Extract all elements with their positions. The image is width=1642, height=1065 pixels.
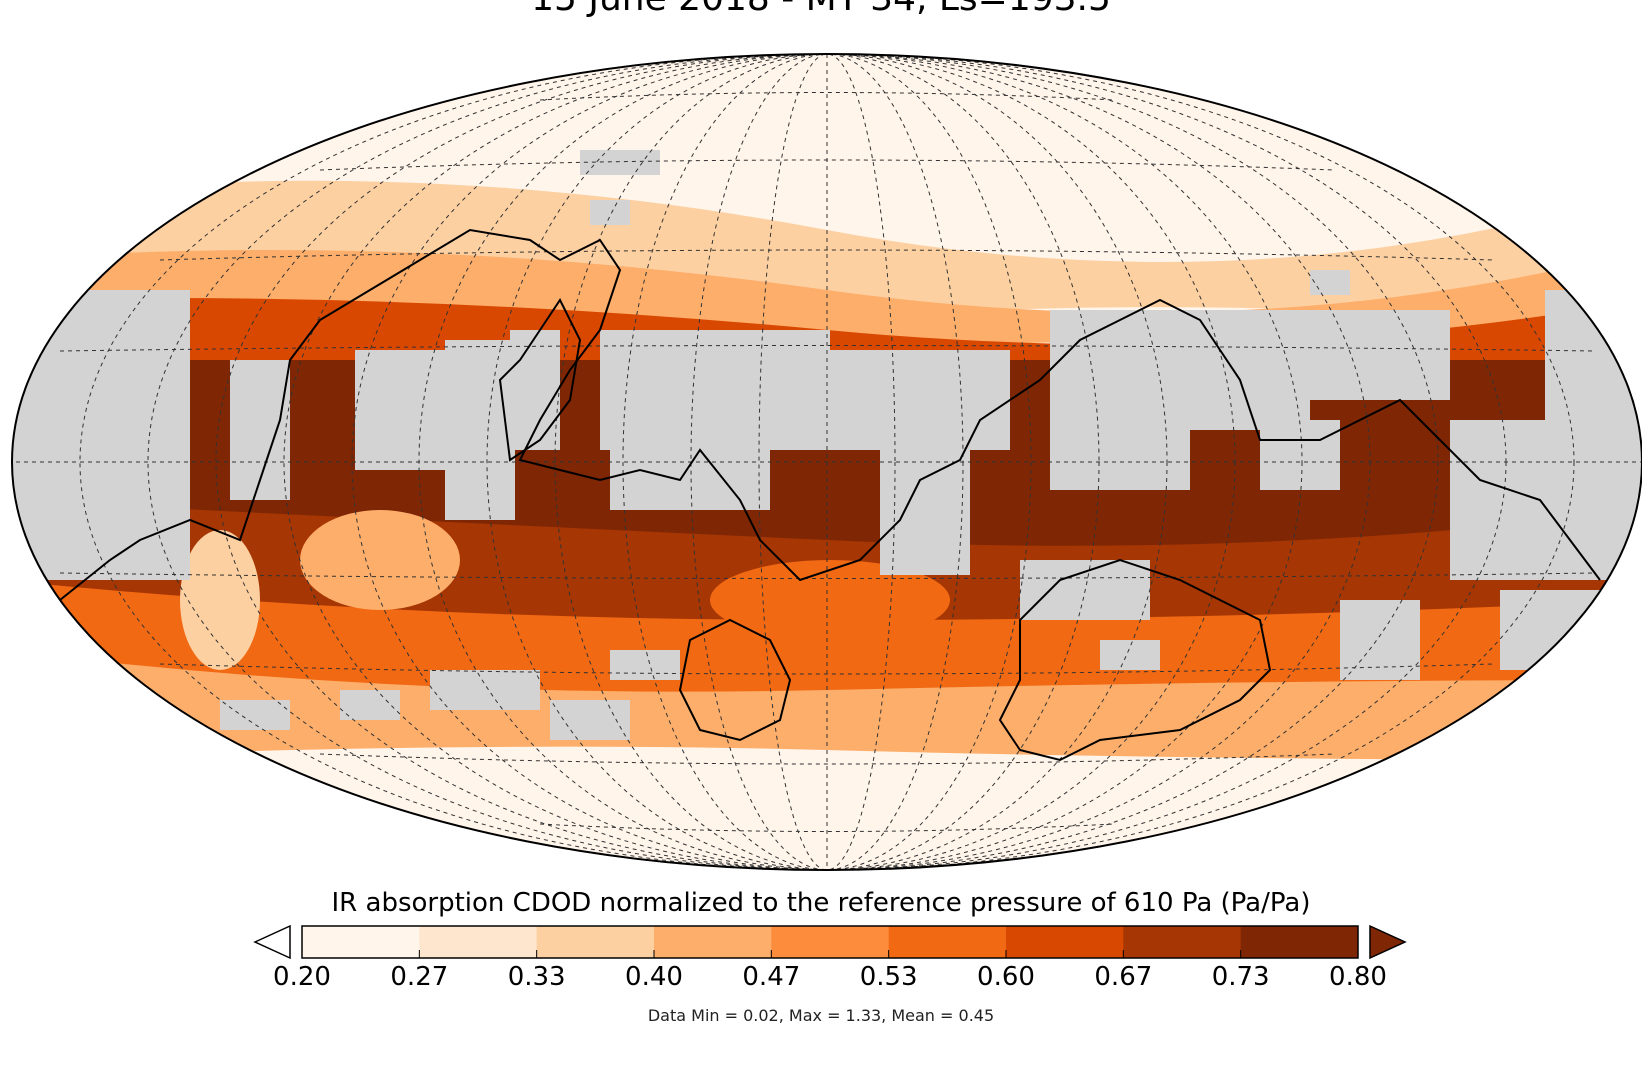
dust-patch-2 (710, 560, 950, 640)
colorbar-tick-label: 0.73 (1211, 962, 1270, 992)
colorbar-segment (1240, 926, 1359, 958)
colorbar-tick-label: 0.20 (273, 962, 331, 992)
colorbar (253, 924, 1407, 960)
globe-border (11, 53, 1642, 871)
graticule (12, 54, 1642, 870)
colorbar-segments (302, 926, 1359, 958)
colorbar-tick-label: 0.67 (1094, 962, 1153, 992)
colorbar-segment (1006, 926, 1124, 958)
colorbar-tick-label: 0.40 (625, 962, 683, 992)
dust-patch-1 (300, 510, 460, 610)
colorbar-segment (419, 926, 538, 958)
colorbar-ticks (301, 950, 1359, 958)
colorbar-segment (1123, 926, 1242, 958)
data-stats: Data Min = 0.02, Max = 1.33, Mean = 0.45 (647, 1006, 995, 1025)
colorbar-segment (536, 926, 655, 958)
colorbar-segment (654, 926, 772, 958)
colorbar-segment (771, 926, 890, 958)
colorbar-tick-label: 0.47 (742, 962, 801, 992)
colorbar-segment (302, 926, 420, 958)
colorbar-tick-label: 0.60 (977, 962, 1035, 992)
dust-band-south-light (12, 650, 1642, 760)
colorbar-extend-high (1369, 924, 1407, 960)
colorbar-label: IR absorption CDOD normalized to the ref… (331, 888, 1311, 918)
colorbar-extend-low (253, 924, 291, 960)
map-canvas (11, 53, 1642, 871)
colorbar-tick-label: 0.53 (859, 962, 918, 992)
colorbar-segment (888, 926, 1007, 958)
colorbar-tick-label: 0.27 (390, 962, 449, 992)
colorbar-tick-label: 0.33 (507, 962, 566, 992)
topography-contours (59, 228, 1601, 762)
colorbar-tick-label: 0.80 (1329, 962, 1387, 992)
dust-patch-3 (180, 530, 260, 670)
map-title: 15 June 2018 - MY 34, Ls=193.5 (0, 0, 1642, 19)
colorbar-frame (301, 925, 1359, 959)
